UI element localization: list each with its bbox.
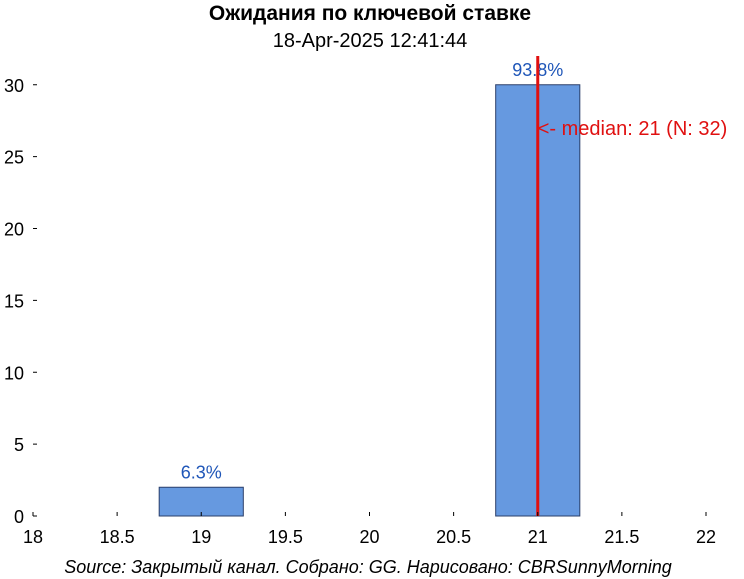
x-tick-label: 18.5 [100, 527, 135, 547]
bar-19 [158, 486, 244, 517]
x-tick-label: 21 [528, 527, 548, 547]
x-tick-label: 20 [359, 527, 379, 547]
x-tick-label: 20.5 [436, 527, 471, 547]
y-tick-label: 20 [4, 220, 24, 240]
y-tick-label: 30 [4, 76, 24, 96]
source-caption: Source: Закрытый канал. Собрано: GG. Нар… [64, 557, 672, 577]
x-tick-label: 19.5 [268, 527, 303, 547]
y-tick-label: 10 [4, 363, 24, 383]
y-tick-label: 25 [4, 148, 24, 168]
y-tick-label: 5 [14, 435, 24, 455]
chart-title: Ожидания по ключевой ставке [209, 2, 531, 25]
y-tick-label: 0 [14, 507, 24, 527]
chart-subtitle: 18-Apr-2025 12:41:44 [273, 30, 468, 52]
x-tick-label: 21.5 [604, 527, 639, 547]
bar-label-19: 6.3% [181, 462, 222, 482]
y-tick-label: 15 [4, 291, 24, 311]
x-tick-label: 19 [191, 527, 211, 547]
x-tick-label: 22 [696, 527, 716, 547]
x-tick-label: 18 [23, 527, 43, 547]
median-label: <- median: 21 (N: 32) [538, 118, 728, 140]
